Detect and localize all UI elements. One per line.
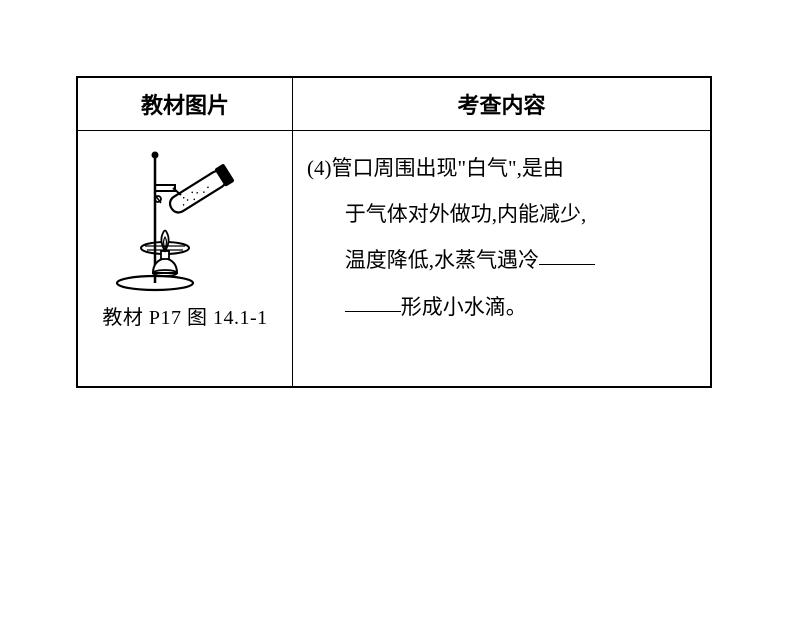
content-cell: (4)管口周围出现"白气",是由 于气体对外做功,内能减少, 温度降低,水蒸气遇… xyxy=(293,131,710,386)
exam-content-text: (4)管口周围出现"白气",是由 于气体对外做功,内能减少, 温度降低,水蒸气遇… xyxy=(307,145,692,330)
apparatus-diagram xyxy=(105,143,265,293)
table-header-row: 教材图片 考查内容 xyxy=(78,78,710,131)
header-content-column: 考查内容 xyxy=(293,78,710,130)
content-line-4-suffix: 形成小水滴。 xyxy=(401,295,527,319)
fill-blank-1 xyxy=(539,244,595,265)
textbook-table: 教材图片 考查内容 xyxy=(76,76,712,388)
table-body-row: 教材 P17 图 14.1-1 (4)管口周围出现"白气",是由 于气体对外做功… xyxy=(78,131,710,386)
image-cell: 教材 P17 图 14.1-1 xyxy=(78,131,293,386)
content-line-1: (4)管口周围出现"白气",是由 xyxy=(307,156,564,180)
fill-blank-2 xyxy=(345,291,401,312)
content-line-3: 温度降低,水蒸气遇冷 xyxy=(345,248,539,272)
figure-caption: 教材 P17 图 14.1-1 xyxy=(102,301,267,330)
header-image-column: 教材图片 xyxy=(78,78,293,130)
content-line-2: 于气体对外做功,内能减少, xyxy=(345,202,587,226)
